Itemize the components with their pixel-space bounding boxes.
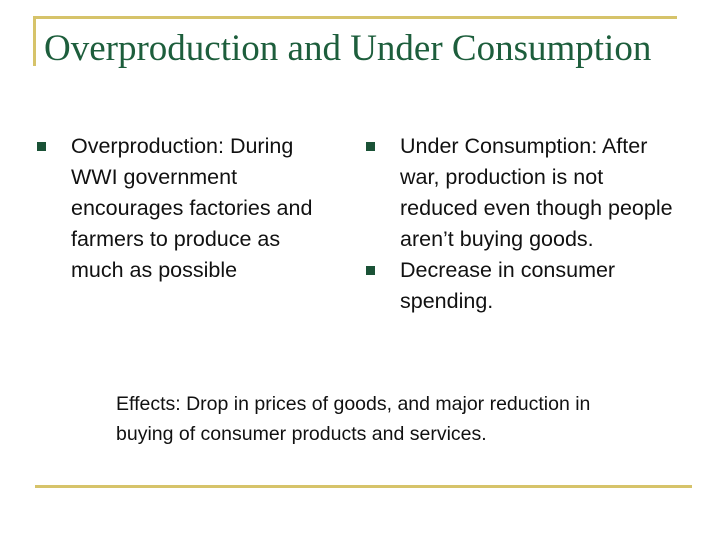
square-bullet-icon	[366, 142, 375, 151]
left-bullet-list: Overproduction: During WWI government en…	[37, 131, 337, 286]
bullet-consumer-spending: Decrease in consumer spending.	[366, 255, 676, 317]
bullet-under-consumption: Under Consumption: After war, production…	[366, 131, 676, 255]
slide-title: Overproduction and Under Consumption	[44, 28, 652, 69]
square-bullet-icon	[37, 142, 46, 151]
effects-text: Effects: Drop in prices of goods, and ma…	[116, 393, 591, 445]
bottom-rule	[35, 485, 692, 488]
right-bullet-list: Under Consumption: After war, production…	[366, 131, 676, 317]
top-rule	[33, 16, 677, 19]
bullet-text: Under Consumption: After war, production…	[400, 134, 673, 251]
left-rule	[33, 16, 36, 66]
bullet-overproduction: Overproduction: During WWI government en…	[37, 131, 337, 286]
bullet-text: Overproduction: During WWI government en…	[71, 134, 313, 282]
square-bullet-icon	[366, 266, 375, 275]
bullet-text: Decrease in consumer spending.	[400, 258, 616, 313]
